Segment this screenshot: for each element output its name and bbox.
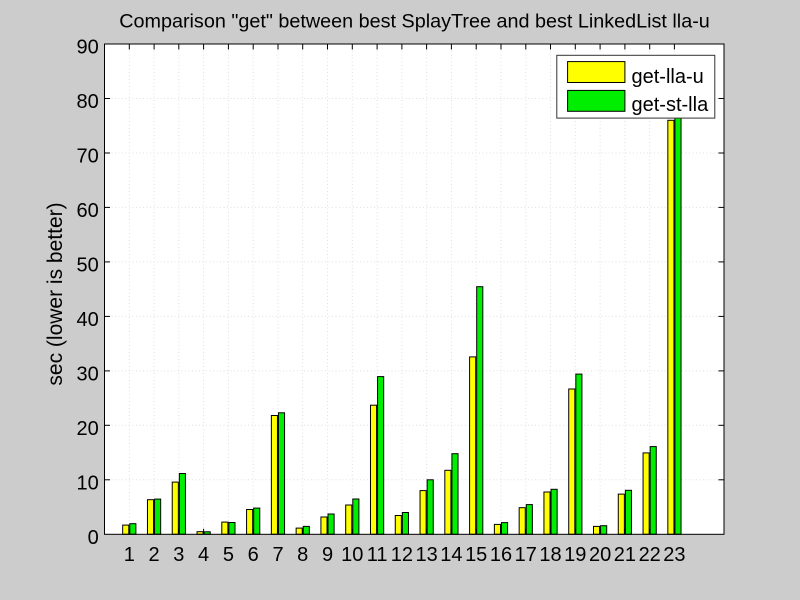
svg-text:7: 7 [272,544,283,566]
svg-text:19: 19 [564,544,586,566]
svg-text:12: 12 [391,544,413,566]
svg-text:get-st-lla: get-st-lla [632,94,710,116]
svg-text:16: 16 [490,544,512,566]
svg-text:60: 60 [77,200,99,222]
svg-text:20: 20 [77,418,99,440]
svg-text:10: 10 [77,472,99,494]
svg-text:4: 4 [198,544,209,566]
svg-text:5: 5 [223,544,234,566]
svg-text:8: 8 [297,544,308,566]
svg-text:1: 1 [124,544,135,566]
svg-text:70: 70 [77,146,99,168]
svg-text:17: 17 [515,544,537,566]
svg-text:13: 13 [415,544,437,566]
svg-text:15: 15 [465,544,487,566]
svg-text:21: 21 [614,544,636,566]
svg-text:sec (lower is better): sec (lower is better) [44,202,67,385]
svg-text:30: 30 [77,364,99,386]
svg-text:2: 2 [149,544,160,566]
svg-text:80: 80 [77,91,99,113]
svg-text:90: 90 [77,37,99,59]
svg-text:11: 11 [367,544,388,566]
svg-text:22: 22 [639,544,661,566]
svg-text:14: 14 [440,544,462,566]
svg-text:9: 9 [322,544,333,566]
svg-text:18: 18 [539,544,561,566]
svg-text:get-lla-u: get-lla-u [632,66,704,88]
svg-text:40: 40 [77,309,99,331]
svg-text:20: 20 [589,544,611,566]
svg-text:6: 6 [248,544,259,566]
svg-text:23: 23 [663,544,685,566]
svg-text:50: 50 [77,255,99,277]
svg-text:Comparison "get" between best: Comparison "get" between best SplayTree … [119,11,710,33]
svg-text:10: 10 [341,544,363,566]
svg-text:0: 0 [88,527,99,549]
svg-text:3: 3 [173,544,184,566]
